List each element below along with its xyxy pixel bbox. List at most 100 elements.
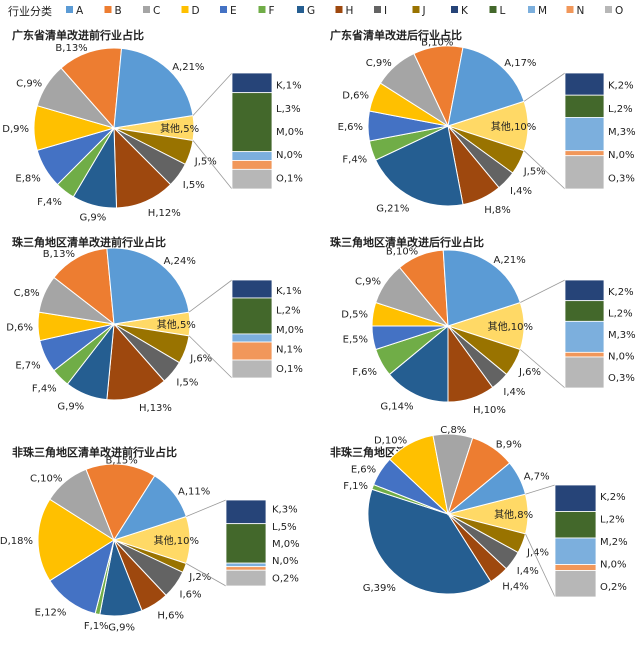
breakdown-labels: K,2% L,2% M,3% N,0% O,3% — [608, 287, 636, 384]
slice-label-i: I,4% — [510, 186, 532, 197]
legend-label-k: K — [461, 5, 469, 17]
breakdown-segment-o — [225, 569, 267, 587]
breakdown-label-k: K,1% — [276, 81, 302, 92]
legend-swatch-h — [335, 6, 343, 13]
slice-b — [85, 463, 156, 542]
connector-line-bottom — [523, 150, 566, 190]
connector-line-bottom — [186, 563, 227, 587]
breakdown-label-m: M,0% — [276, 325, 304, 336]
slice-label-e: E,5% — [343, 335, 368, 346]
legend-title: 行业分类 — [8, 4, 52, 18]
breakdown-bar — [564, 72, 605, 190]
legend-label-b: B — [115, 5, 122, 17]
panel-title: 非珠三角地区清单改进前行业占比 — [12, 445, 177, 459]
breakdown-labels: K,2% L,2% M,2% N,0% O,2% — [600, 492, 628, 593]
slice-label-d: D,10% — [374, 436, 407, 447]
panel-title: 广东省清单改进后行业占比 — [330, 28, 462, 42]
breakdown-label-m: M,0% — [276, 127, 304, 138]
slice-d — [37, 498, 115, 582]
slice-label-other: 其他,5% — [160, 122, 199, 135]
breakdown-label-n: N,0% — [276, 150, 303, 161]
slice-label-d: D,5% — [341, 309, 368, 320]
pie-slices — [367, 433, 529, 595]
slice-label-g: G,14% — [380, 401, 413, 412]
slice-a — [447, 462, 527, 515]
slice-label-h: H,6% — [157, 610, 184, 621]
legend-swatch-g — [297, 6, 304, 13]
slice-label-c: C,9% — [355, 277, 381, 288]
breakdown-label-k: K,2% — [608, 287, 634, 298]
connector-line-top — [186, 499, 227, 517]
slice-label-i: I,4% — [517, 566, 539, 577]
legend-swatch-e — [220, 6, 227, 13]
panel-title: 广东省清单改进前行业占比 — [12, 28, 144, 42]
pie-slices — [37, 247, 191, 401]
slice-label-g: G,21% — [376, 204, 409, 215]
slice-label-j: J,6% — [189, 353, 212, 364]
pie-labels: 其他,5% J,6% I,5% H,13% G,9%F,4% E,7% D,6% C,8% B,… — [6, 249, 212, 414]
breakdown-label-m: M,0% — [272, 539, 300, 550]
slice-label-d: D,6% — [342, 91, 369, 102]
breakdown-bar — [225, 499, 267, 587]
slice-label-f: F,4% — [37, 197, 62, 208]
breakdown-label-l: L,3% — [276, 104, 301, 115]
breakdown-segment-o — [231, 168, 273, 190]
slice-label-f: F,1% — [343, 481, 368, 492]
slice-label-g: G,39% — [363, 583, 396, 594]
breakdown-segment-o — [564, 356, 605, 389]
breakdown-labels: K,1% L,2% M,0% N,1% O,1% — [276, 286, 304, 375]
slice-label-d: D,6% — [6, 323, 33, 334]
slice-label-h: H,12% — [148, 208, 181, 219]
slice-a — [442, 249, 521, 327]
breakdown-segment-l — [554, 511, 597, 539]
legend-swatch-l — [489, 6, 497, 13]
slice-label-b: B,15% — [105, 455, 137, 466]
slice-label-g: G,9% — [80, 212, 107, 223]
pie-slices — [37, 463, 191, 617]
slice-label-j: J,5% — [194, 156, 217, 167]
slice-label-h: H,13% — [139, 403, 172, 414]
breakdown-label-k: K,2% — [608, 81, 634, 92]
breakdown-label-l: L,2% — [276, 305, 301, 316]
breakdown-label-m: M,3% — [608, 127, 636, 138]
breakdown-label-n: N,0% — [272, 556, 299, 567]
slice-h — [106, 322, 165, 401]
slice-label-a: A,21% — [494, 255, 526, 266]
breakdown-label-m: M,3% — [608, 330, 636, 341]
legend-swatch-f — [258, 6, 266, 13]
slice-a — [447, 46, 525, 127]
breakdown-segment-n — [564, 150, 605, 157]
slice-label-e: E,12% — [35, 608, 67, 619]
breakdown-labels: K,3% L,5% M,0% N,0% O,2% — [272, 505, 300, 585]
legend-label-d: D — [192, 5, 200, 17]
slice-label-a: A,24% — [164, 256, 196, 267]
connector-line-top — [520, 279, 566, 303]
breakdown-bar — [231, 279, 273, 379]
breakdown-segment-m — [564, 320, 605, 353]
pie-labels: 其他,10% J,5% I,4% H,8% G,21% F,4% E,6% D,6% C,9% B… — [338, 38, 546, 216]
breakdown-label-k: K,2% — [600, 492, 626, 503]
breakdown-labels: K,2% L,2% M,3% N,0% O,3% — [608, 81, 636, 185]
slice-g — [374, 125, 464, 207]
slice-label-b: B,10% — [421, 38, 453, 49]
slice-label-d: D,18% — [0, 536, 33, 547]
pie-slices — [371, 249, 525, 403]
slice-label-f: F,6% — [352, 367, 377, 378]
slice-label-j: J,5% — [523, 167, 546, 178]
connector-line-top — [523, 72, 566, 102]
slice-a — [106, 247, 190, 325]
slice-a — [112, 475, 187, 541]
pie-labels: 其他,10% J,2% I,6% H,6% G,9%F,1% E,12% D,18% C,10… — [0, 455, 211, 633]
slice-label-b: B,10% — [386, 247, 418, 258]
breakdown-segment-l — [231, 92, 273, 153]
legend: 行业分类 A B C D E F G H I J K L M N O — [8, 4, 623, 18]
breakdown-segment-l — [231, 297, 273, 335]
slice-label-h: H,8% — [484, 205, 511, 216]
slice-b — [53, 247, 115, 326]
connector-line-top — [192, 72, 233, 116]
legend-swatch-a — [66, 6, 73, 13]
panel-title: 珠三角地区清单改进前行业占比 — [12, 235, 166, 249]
